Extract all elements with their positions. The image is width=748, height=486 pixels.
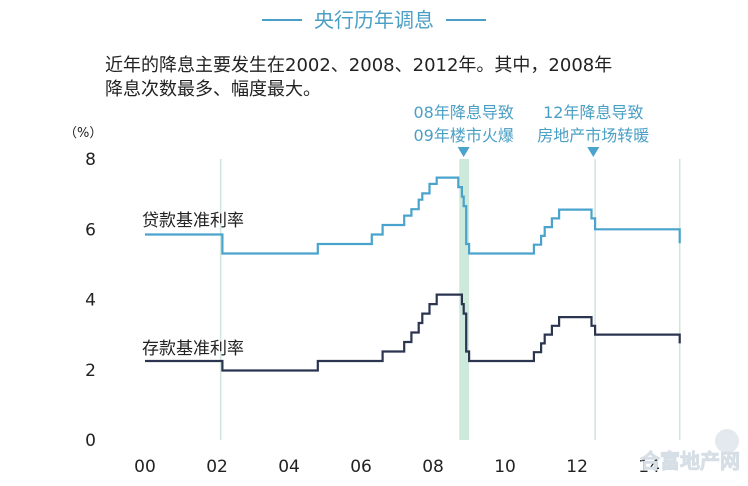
annotation-0-arrow-icon [457,147,470,157]
x-tick-label-12: 12 [566,457,588,477]
watermark: 合富地产网 [640,429,740,473]
annotation-1-line-1: 房地产市场转暖 [537,126,649,145]
x-tick-label-04: 04 [278,457,300,477]
loan-rate-series-label: 贷款基准利率 [142,211,244,231]
annotation-0-line-1: 09年楼市火爆 [413,126,513,145]
gridline-layer [219,159,681,440]
x-tick-label-14: 14 [638,457,660,477]
series-layer [145,176,681,372]
y-tick-label-8: 8 [85,150,96,170]
y-tick-label-2: 2 [85,361,96,381]
deposit-rate-series-label: 存款基准利率 [142,339,244,359]
annotation-0-line-0: 08年降息导致 [413,103,513,122]
y-tick-label-6: 6 [85,220,96,240]
y-tick-layer: 0 2 4 6 8 [85,150,96,451]
series-line-0 [145,176,681,255]
chart-title: 央行历年调息 [314,8,434,32]
chart-title-group: 央行历年调息 [262,8,486,32]
y-tick-label-4: 4 [85,291,96,311]
x-tick-label-00: 00 [134,457,156,477]
subtitle-line-1: 近年的降息主要发生在2002、2008、2012年。其中，2008年 [105,55,612,76]
annotation-1-arrow-icon [587,147,600,157]
x-tick-label-10: 10 [494,457,516,477]
x-tick-layer: 00 02 04 06 08 10 12 14 [134,457,660,477]
y-axis-unit: （%） [64,126,102,141]
highlight-band-layer [460,159,470,440]
annotation-1-line-0: 12年降息导致 [543,103,643,122]
subtitle-line-2: 降息次数最多、幅度最大。 [105,79,321,100]
watermark-text: 合富地产网 [640,449,740,473]
y-tick-label-0: 0 [85,431,96,451]
series-line-1 [145,293,681,372]
highlight-band-2008 [460,159,470,440]
x-tick-label-06: 06 [350,457,372,477]
x-tick-label-08: 08 [422,457,444,477]
x-tick-label-02: 02 [206,457,228,477]
watermark-logo-icon [715,429,739,453]
